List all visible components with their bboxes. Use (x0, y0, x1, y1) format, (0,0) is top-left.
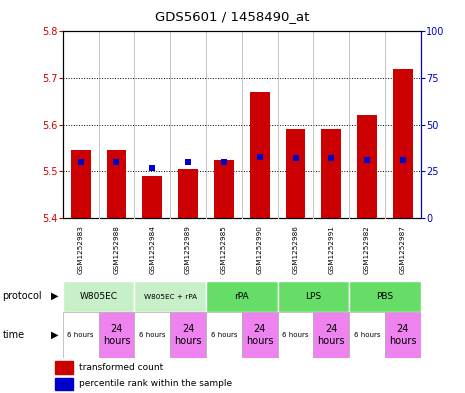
Text: GSM1252988: GSM1252988 (113, 225, 120, 274)
Text: GSM1252984: GSM1252984 (149, 225, 155, 274)
Bar (178, 169, 198, 218)
Bar (250, 92, 270, 218)
Point (327, 155, 335, 162)
Bar (357, 116, 377, 218)
Bar (55, 378, 73, 390)
Bar (349, 281, 421, 312)
Text: 6 hours: 6 hours (211, 332, 237, 338)
Text: protocol: protocol (2, 290, 42, 301)
Text: 6 hours: 6 hours (282, 332, 309, 338)
Bar (278, 281, 349, 312)
Text: 6 hours: 6 hours (139, 332, 166, 338)
Text: rPA: rPA (234, 292, 249, 301)
Bar (63, 281, 134, 312)
Bar (242, 312, 278, 358)
Text: W805EC + rPA: W805EC + rPA (144, 294, 197, 300)
Bar (134, 281, 206, 312)
Text: ▶: ▶ (51, 330, 58, 340)
Text: W805EC: W805EC (80, 292, 118, 301)
Bar (385, 312, 421, 358)
Text: 24
hours: 24 hours (389, 324, 417, 346)
Text: ▶: ▶ (51, 290, 58, 301)
Text: LPS: LPS (306, 292, 321, 301)
Point (148, 165, 156, 171)
Bar (170, 312, 206, 358)
Bar (286, 129, 306, 218)
Bar (321, 129, 341, 218)
Point (256, 153, 263, 160)
Text: 24
hours: 24 hours (174, 324, 202, 346)
Bar (99, 312, 134, 358)
Text: PBS: PBS (377, 292, 393, 301)
Text: GSM1252983: GSM1252983 (78, 225, 84, 274)
Bar (106, 151, 126, 218)
Text: 6 hours: 6 hours (354, 332, 380, 338)
Bar (206, 312, 242, 358)
Point (113, 159, 120, 165)
Bar (349, 312, 385, 358)
Text: percentile rank within the sample: percentile rank within the sample (79, 379, 232, 388)
Point (399, 157, 406, 163)
Text: 24
hours: 24 hours (103, 324, 130, 346)
Point (77, 159, 85, 165)
Bar (278, 312, 313, 358)
Point (220, 159, 227, 165)
Text: 6 hours: 6 hours (67, 332, 94, 338)
Bar (142, 176, 162, 218)
Text: GSM1252985: GSM1252985 (221, 225, 227, 274)
Text: GSM1252989: GSM1252989 (185, 225, 191, 274)
Text: GSM1252986: GSM1252986 (292, 225, 299, 274)
Bar (214, 160, 234, 218)
Bar (134, 312, 170, 358)
Text: 24
hours: 24 hours (246, 324, 273, 346)
Text: 24
hours: 24 hours (318, 324, 345, 346)
Text: GSM1252990: GSM1252990 (257, 225, 263, 274)
Text: GSM1252987: GSM1252987 (400, 225, 406, 274)
Point (184, 159, 192, 165)
Bar (393, 69, 413, 218)
Bar (313, 312, 349, 358)
Bar (63, 312, 99, 358)
Point (292, 155, 299, 162)
Text: GDS5601 / 1458490_at: GDS5601 / 1458490_at (155, 10, 310, 23)
Point (363, 157, 371, 163)
Bar (55, 361, 73, 373)
Text: time: time (2, 330, 25, 340)
Text: GSM1252982: GSM1252982 (364, 225, 370, 274)
Text: transformed count: transformed count (79, 363, 164, 372)
Bar (206, 281, 278, 312)
Bar (71, 151, 91, 218)
Text: GSM1252991: GSM1252991 (328, 225, 334, 274)
